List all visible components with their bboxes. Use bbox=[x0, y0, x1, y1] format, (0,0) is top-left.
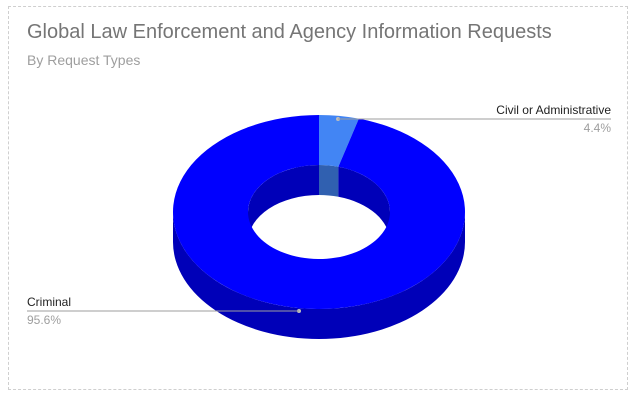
slice-criminal[interactable] bbox=[172, 115, 465, 309]
slice-label-name-civil-or-administrative: Civil or Administrative bbox=[496, 103, 611, 117]
slice-inner-wall-criminal-0 bbox=[338, 166, 390, 242]
slice-label-value-civil-or-administrative: 4.4% bbox=[584, 121, 612, 135]
slice-inner-wall-civil-or-administrative-0 bbox=[319, 165, 339, 197]
chart-title: Global Law Enforcement and Agency Inform… bbox=[27, 21, 552, 43]
slice-inner-wall-criminal-1 bbox=[248, 165, 319, 242]
donut-depth bbox=[173, 165, 465, 339]
donut-labels: Civil or Administrative 4.4% Criminal 95.6% bbox=[27, 103, 611, 327]
slice-label-value-criminal: 95.6% bbox=[27, 313, 61, 327]
slice-civil-or-administrative[interactable] bbox=[319, 115, 359, 167]
slice-label-name-criminal: Criminal bbox=[27, 295, 71, 309]
chart-subtitle: By Request Types bbox=[27, 52, 141, 68]
slice-outer-wall-criminal bbox=[173, 212, 465, 339]
chart-frame bbox=[8, 6, 628, 390]
donut-top bbox=[172, 115, 465, 309]
